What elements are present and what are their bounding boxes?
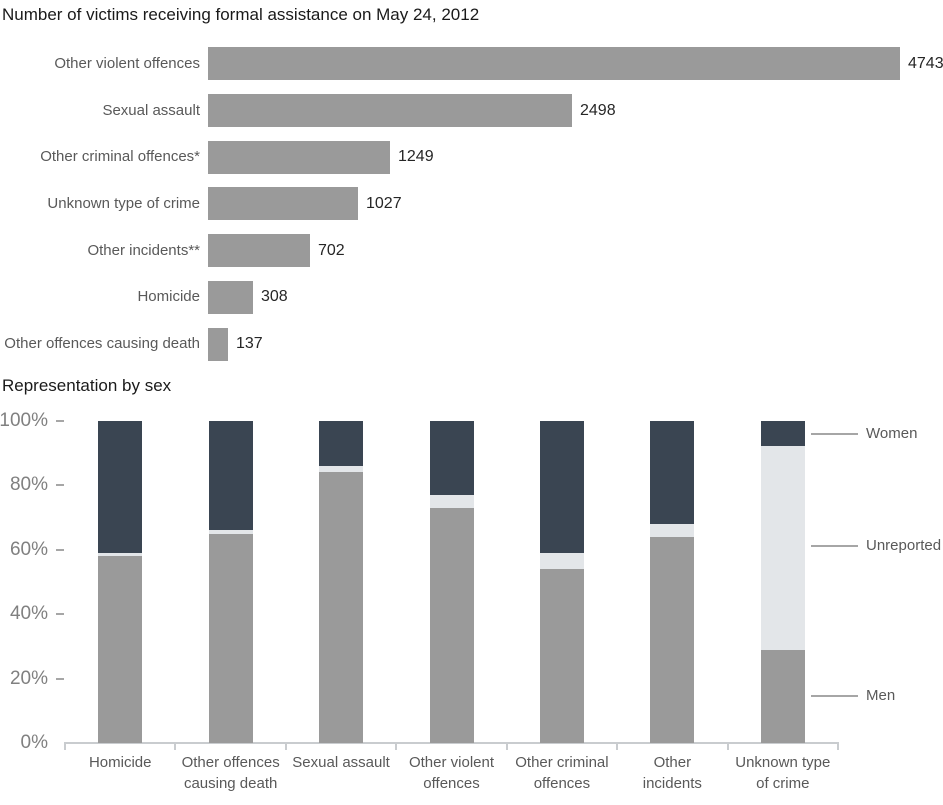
stack-segment-women	[650, 420, 695, 524]
stack-segment-women	[319, 420, 364, 466]
axis-tick	[284, 742, 287, 750]
bar	[208, 187, 358, 221]
stack-segment-unreported	[98, 552, 143, 557]
category-label: Other violent offences	[54, 54, 200, 72]
y-axis-tick-label: 40%	[9, 603, 48, 625]
bar	[208, 140, 390, 174]
chart1-title: Number of victims receiving formal assis…	[2, 5, 480, 24]
axis-tick	[726, 742, 729, 750]
axis-tick	[174, 742, 177, 750]
y-axis-tick	[56, 484, 64, 487]
y-axis-tick-label: 20%	[9, 667, 48, 689]
y-axis-tick	[56, 548, 64, 551]
y-axis-tick	[56, 613, 64, 616]
category-label: Other offences causing death	[4, 335, 200, 352]
y-axis-tick-label: 60%	[9, 538, 48, 560]
stack-segment-men	[539, 568, 584, 743]
value-label: 137	[236, 335, 263, 352]
stack-segment-men	[429, 507, 474, 743]
chart2-title: Representation by sex	[2, 376, 172, 395]
axis-tick	[64, 742, 66, 750]
legend-leader-line	[811, 545, 858, 547]
stack-segment-men	[319, 472, 364, 743]
legend-label-unreported: Unreported	[866, 537, 942, 554]
stack-segment-women	[208, 420, 253, 531]
stack-segment-women	[760, 420, 805, 447]
value-label: 308	[261, 288, 288, 306]
stack-segment-unreported	[429, 494, 474, 508]
stack-segment-unreported	[650, 523, 695, 537]
axis-tick	[837, 742, 839, 750]
x-axis-line	[65, 742, 838, 744]
value-label: 1249	[398, 148, 434, 166]
bar	[208, 327, 228, 361]
stack-segment-men	[650, 536, 695, 743]
stack-segment-unreported	[319, 465, 364, 473]
category-label: Other incidents**	[87, 241, 200, 259]
axis-tick	[505, 742, 508, 750]
category-label: Unknown type of crime	[47, 194, 200, 212]
y-axis-tick-label: 100%	[0, 409, 48, 431]
x-axis-label: Homicide	[88, 754, 152, 771]
x-axis-label: Unknown type of crime	[735, 754, 831, 792]
x-axis-label: Other criminal offences	[515, 754, 609, 792]
x-axis-label: Sexual assault	[292, 754, 390, 771]
stack-segment-women	[98, 420, 143, 553]
value-label: 4743	[908, 54, 943, 72]
y-axis-tick	[56, 677, 64, 680]
stack-segment-unreported	[208, 530, 253, 534]
legend-label-men: Men	[866, 687, 896, 704]
x-axis-label: Other incidents	[642, 754, 702, 792]
stack-segment-unreported	[539, 552, 584, 569]
bar	[208, 234, 310, 268]
bar	[208, 47, 900, 81]
stack-segment-men	[98, 556, 143, 743]
category-label: Homicide	[137, 288, 200, 306]
legend-leader-line	[811, 433, 858, 435]
category-label: Sexual assault	[102, 101, 200, 119]
y-axis-tick-label: 0%	[20, 732, 48, 753]
stack-segment-men	[760, 649, 805, 743]
axis-tick	[395, 742, 398, 750]
stack-segment-unreported	[760, 446, 805, 650]
value-label: 702	[318, 241, 345, 259]
stack-segment-women	[429, 420, 474, 495]
value-label: 2498	[580, 101, 616, 119]
bar	[208, 280, 253, 314]
y-axis-tick	[56, 419, 64, 422]
x-axis-label: Other violent offences	[408, 754, 495, 792]
axis-tick	[616, 742, 619, 750]
category-label: Other criminal offences*	[40, 148, 200, 166]
bar	[208, 94, 572, 127]
y-axis-tick-label: 80%	[9, 474, 48, 496]
stack-segment-women	[539, 420, 584, 553]
stack-segment-men	[208, 533, 253, 743]
value-label: 1027	[366, 194, 402, 212]
legend-label-women: Women	[866, 425, 918, 442]
legend-leader-line	[811, 695, 858, 697]
x-axis-label: Other offences causing death	[181, 754, 280, 792]
